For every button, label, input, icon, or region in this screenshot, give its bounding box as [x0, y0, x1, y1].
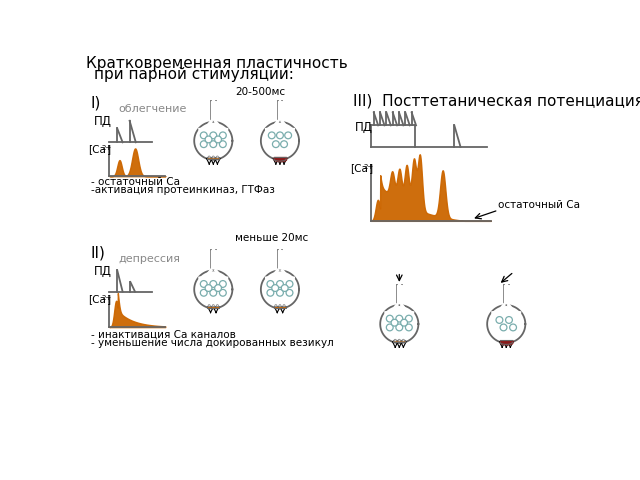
Text: облегчение: облегчение — [119, 104, 187, 113]
Text: -активация протеинкиназ, ГТФаз: -активация протеинкиназ, ГТФаз — [91, 185, 275, 195]
Polygon shape — [261, 270, 299, 308]
Circle shape — [267, 289, 274, 296]
Text: ПД: ПД — [94, 265, 112, 278]
Circle shape — [205, 136, 212, 143]
Circle shape — [208, 305, 210, 307]
Text: Кратковременная пластичность: Кратковременная пластичность — [86, 56, 348, 72]
Circle shape — [280, 141, 287, 147]
Circle shape — [387, 315, 393, 322]
Polygon shape — [278, 250, 282, 270]
Text: [Ca: [Ca — [88, 144, 106, 154]
Text: 2+: 2+ — [102, 145, 112, 151]
Polygon shape — [194, 270, 232, 308]
Text: [Ca: [Ca — [88, 294, 106, 304]
Circle shape — [272, 285, 278, 291]
Circle shape — [286, 289, 293, 296]
Polygon shape — [397, 285, 402, 305]
Text: [Ca: [Ca — [349, 164, 367, 174]
Circle shape — [220, 281, 227, 288]
Circle shape — [396, 315, 403, 322]
Circle shape — [276, 289, 284, 296]
Circle shape — [398, 339, 401, 341]
Circle shape — [283, 305, 285, 307]
Circle shape — [394, 339, 396, 341]
Text: ПД: ПД — [355, 121, 373, 134]
Polygon shape — [380, 305, 419, 343]
Circle shape — [212, 305, 214, 307]
Text: I): I) — [91, 96, 101, 111]
Circle shape — [200, 141, 207, 147]
Bar — [274, 306, 286, 308]
Circle shape — [282, 285, 288, 291]
Text: остаточный Са: остаточный Са — [499, 200, 580, 210]
Polygon shape — [504, 285, 509, 305]
Circle shape — [205, 285, 212, 291]
Circle shape — [210, 132, 217, 139]
Circle shape — [405, 315, 412, 322]
Circle shape — [396, 324, 403, 331]
Circle shape — [506, 317, 513, 324]
Circle shape — [496, 317, 503, 324]
Circle shape — [220, 132, 227, 139]
Text: II): II) — [91, 246, 106, 261]
Circle shape — [285, 132, 292, 139]
Text: 20-500мс: 20-500мс — [235, 86, 285, 96]
Text: - уменьшение числа докированных везикул: - уменьшение числа докированных везикул — [91, 338, 333, 348]
Circle shape — [220, 141, 227, 147]
Circle shape — [273, 141, 279, 147]
Circle shape — [208, 156, 210, 158]
Circle shape — [387, 324, 393, 331]
Text: ]: ] — [107, 294, 111, 304]
Text: - инактивация Са каналов: - инактивация Са каналов — [91, 330, 236, 340]
Text: 2+: 2+ — [364, 164, 374, 170]
Circle shape — [391, 319, 398, 326]
Polygon shape — [261, 122, 299, 160]
Circle shape — [509, 324, 516, 331]
Text: при парной стимуляции:: при парной стимуляции: — [94, 67, 294, 82]
Circle shape — [210, 281, 217, 288]
Text: ]: ] — [369, 164, 373, 174]
Text: III)  Посттетаническая потенциация: III) Посттетаническая потенциация — [353, 93, 640, 108]
Circle shape — [276, 281, 284, 288]
Circle shape — [200, 132, 207, 139]
Circle shape — [200, 289, 207, 296]
Circle shape — [279, 305, 281, 307]
Polygon shape — [487, 305, 525, 343]
Bar — [393, 340, 405, 342]
Text: 2+: 2+ — [102, 295, 112, 301]
Text: ПД: ПД — [94, 115, 112, 128]
Circle shape — [216, 156, 218, 158]
Circle shape — [216, 305, 218, 307]
Circle shape — [267, 281, 274, 288]
Circle shape — [214, 136, 221, 143]
Circle shape — [405, 324, 412, 331]
Polygon shape — [211, 101, 216, 122]
Circle shape — [210, 141, 217, 147]
Circle shape — [401, 319, 408, 326]
Circle shape — [276, 132, 284, 139]
Text: ]: ] — [107, 144, 111, 154]
Polygon shape — [211, 250, 216, 270]
Polygon shape — [194, 122, 232, 160]
Circle shape — [210, 289, 217, 296]
Circle shape — [286, 281, 293, 288]
Circle shape — [200, 281, 207, 288]
Bar — [207, 306, 220, 308]
Circle shape — [212, 156, 214, 158]
Circle shape — [220, 289, 227, 296]
Circle shape — [500, 324, 507, 331]
Text: депрессия: депрессия — [119, 253, 180, 264]
Bar — [207, 157, 220, 159]
Circle shape — [268, 132, 275, 139]
Polygon shape — [278, 101, 282, 122]
Circle shape — [403, 339, 404, 341]
Text: - остаточный Са: - остаточный Са — [91, 177, 180, 187]
Text: меньше 20мс: меньше 20мс — [235, 233, 308, 243]
Circle shape — [275, 305, 277, 307]
Circle shape — [214, 285, 221, 291]
